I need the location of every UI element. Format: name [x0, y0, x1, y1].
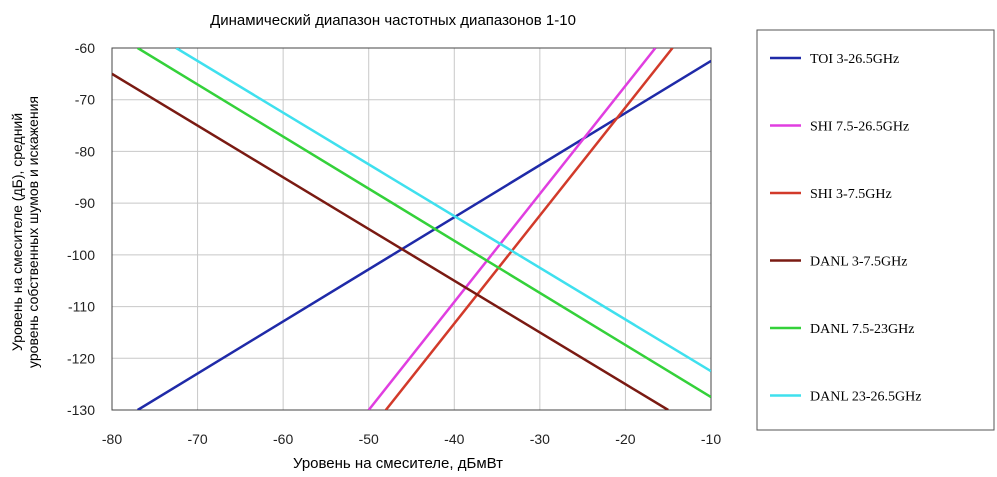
y-tick-labels: -60 -70 -80 -90 -100 -110 -120 -130 — [67, 40, 95, 418]
legend-label: TOI 3-26.5GHz — [810, 52, 899, 67]
x-tick-label: -50 — [359, 431, 379, 447]
y-axis-title-line1: Уровень на смесителе (дБ), средний — [9, 113, 25, 351]
y-tick-label: -120 — [67, 350, 95, 366]
y-tick-label: -70 — [75, 92, 95, 108]
y-axis-title-line2: уровень собственных шумов и искажения — [25, 96, 41, 368]
series-lines — [112, 48, 711, 410]
y-tick-label: -130 — [67, 402, 95, 418]
legend: TOI 3-26.5GHz SHI 7.5-26.5GHz SHI 3-7.5GHz… — [770, 52, 921, 405]
legend-box — [756, 29, 995, 431]
y-tick-label: -110 — [68, 299, 95, 315]
x-tick-label: -70 — [187, 431, 207, 447]
y-axis-title: Уровень на смесителе (дБ), средний урове… — [9, 96, 41, 368]
y-tick-label: -80 — [75, 143, 95, 159]
chart-title: Динамический диапазон частотных диапазон… — [210, 12, 576, 29]
x-tick-label: -80 — [102, 431, 122, 447]
legend-label: SHI 3-7.5GHz — [810, 187, 892, 202]
x-tick-label: -40 — [444, 431, 464, 447]
series-line — [112, 72, 669, 410]
series-line — [384, 48, 674, 410]
x-axis-title: Уровень на смесителе, дБмВт — [293, 455, 503, 472]
y-tick-label: -60 — [75, 40, 95, 56]
legend-label: DANL 3-7.5GHz — [810, 255, 907, 270]
plot-frame — [111, 47, 712, 411]
legend-label: DANL 23-26.5GHz — [810, 390, 921, 405]
x-tick-label: -10 — [701, 431, 721, 447]
legend-label: DANL 7.5-23GHz — [810, 322, 914, 337]
y-tick-label: -100 — [67, 247, 95, 263]
x-tick-label: -60 — [273, 431, 293, 447]
series-line — [367, 48, 657, 410]
x-tick-labels: -80 -70 -60 -50 -40 -30 -20 -10 — [102, 431, 721, 447]
x-tick-label: -30 — [530, 431, 550, 447]
legend-label: SHI 7.5-26.5GHz — [810, 120, 909, 135]
y-tick-label: -90 — [75, 195, 95, 211]
series-line — [175, 48, 711, 373]
series-line — [137, 48, 711, 399]
x-tick-label: -20 — [615, 431, 635, 447]
